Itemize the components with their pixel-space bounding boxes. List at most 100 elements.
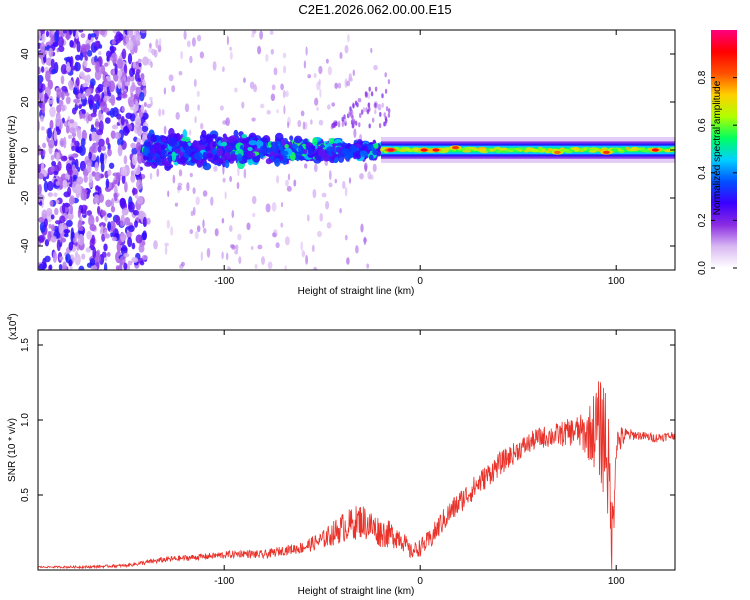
- band-cell: [259, 145, 268, 155]
- colorbar-tick-label: 0.6: [697, 118, 708, 132]
- noise-cell: [120, 247, 128, 252]
- noise-cell: [80, 137, 86, 147]
- snr-x-label: Height of straight line (km): [298, 586, 415, 597]
- noise-cell: [134, 100, 139, 112]
- noise-cell: [39, 41, 46, 53]
- noise-cell: [178, 169, 183, 177]
- noise-cell: [134, 40, 141, 47]
- noise-cell: [38, 88, 43, 93]
- noise-cell: [302, 121, 306, 130]
- noise-cell: [306, 214, 310, 222]
- y-tick-label: -20: [20, 190, 31, 205]
- band-cell: [478, 148, 487, 152]
- noise-cell: [117, 137, 124, 147]
- peak-mark: [651, 148, 659, 152]
- noise-cell: [251, 117, 256, 122]
- noise-cell: [80, 235, 85, 244]
- noise-cell: [362, 107, 366, 113]
- y-tick-label: 1.5: [20, 338, 31, 352]
- noise-cell: [174, 202, 179, 207]
- noise-cell: [53, 170, 59, 176]
- noise-cell: [47, 127, 53, 139]
- noise-cell: [40, 126, 45, 131]
- band-cell: [572, 146, 580, 150]
- noise-cell: [122, 90, 127, 98]
- noise-cell: [172, 174, 176, 184]
- noise-cell: [143, 101, 147, 108]
- noise-cell: [234, 249, 239, 255]
- noise-cell: [72, 174, 78, 180]
- noise-cell: [54, 207, 59, 216]
- band-cell: [204, 146, 211, 151]
- noise-cell: [75, 77, 80, 87]
- noise-cell: [364, 91, 368, 97]
- noise-cell: [48, 47, 54, 58]
- noise-cell: [74, 251, 79, 258]
- noise-cell: [319, 88, 322, 98]
- noise-cell: [269, 30, 274, 35]
- band-cell: [284, 143, 289, 149]
- noise-cell: [238, 256, 242, 265]
- noise-cell: [266, 109, 271, 115]
- noise-cell: [352, 103, 355, 109]
- spectrogram-x-axis: -100 0 100: [214, 30, 625, 287]
- x-tick-label: 100: [608, 576, 625, 587]
- noise-cell: [38, 31, 42, 42]
- noise-cell: [98, 44, 103, 49]
- noise-cell: [189, 129, 192, 136]
- noise-cell: [92, 246, 97, 259]
- noise-cell: [352, 69, 355, 77]
- noise-cell: [95, 215, 99, 223]
- noise-cell: [349, 110, 352, 116]
- noise-cell: [136, 195, 144, 205]
- noise-cell: [241, 101, 245, 109]
- noise-cell: [89, 78, 96, 87]
- noise-cell: [276, 109, 279, 114]
- y-tick-label: 0: [20, 147, 31, 153]
- noise-cell: [113, 192, 118, 202]
- noise-cell: [177, 182, 183, 187]
- noise-cell: [123, 262, 128, 270]
- snr-panel: -100 0 100 0.5 1.0 1.5 Height of straight li…: [7, 313, 676, 597]
- noise-cell: [237, 233, 242, 241]
- noise-cell: [104, 117, 111, 124]
- band-cell: [249, 152, 256, 158]
- noise-cell: [284, 264, 287, 270]
- noise-cell: [184, 103, 190, 113]
- noise-cell: [114, 63, 118, 75]
- band-cell: [174, 148, 181, 154]
- noise-cell: [107, 169, 112, 176]
- noise-cell: [280, 222, 284, 228]
- noise-cell: [130, 174, 136, 183]
- band-cell: [168, 127, 175, 138]
- band-cell: [184, 146, 192, 155]
- band-cell: [206, 153, 214, 159]
- noise-cell: [105, 199, 112, 208]
- noise-cell: [107, 212, 112, 218]
- noise-cell: [231, 210, 235, 219]
- noise-cell: [56, 104, 62, 113]
- noise-cell: [146, 103, 152, 109]
- peak-mark: [452, 146, 459, 150]
- noise-cell: [180, 51, 183, 60]
- noise-cell: [326, 222, 332, 229]
- noise-cell: [77, 166, 81, 172]
- noise-cell: [96, 205, 101, 215]
- noise-cell: [131, 154, 138, 166]
- noise-cell: [49, 106, 56, 118]
- noise-cell: [348, 177, 352, 184]
- noise-cell: [53, 129, 58, 142]
- noise-cell: [79, 226, 84, 232]
- noise-cell: [51, 30, 55, 35]
- noise-cell: [304, 121, 308, 130]
- band-cell: [271, 143, 279, 153]
- noise-cell: [303, 60, 307, 69]
- noise-cell: [87, 94, 95, 106]
- noise-cell: [109, 46, 117, 52]
- noise-cell: [252, 212, 256, 218]
- noise-cell: [137, 164, 141, 174]
- noise-cell: [387, 79, 391, 85]
- noise-cell: [60, 155, 68, 162]
- band-cell: [222, 133, 227, 139]
- noise-cell: [246, 222, 251, 231]
